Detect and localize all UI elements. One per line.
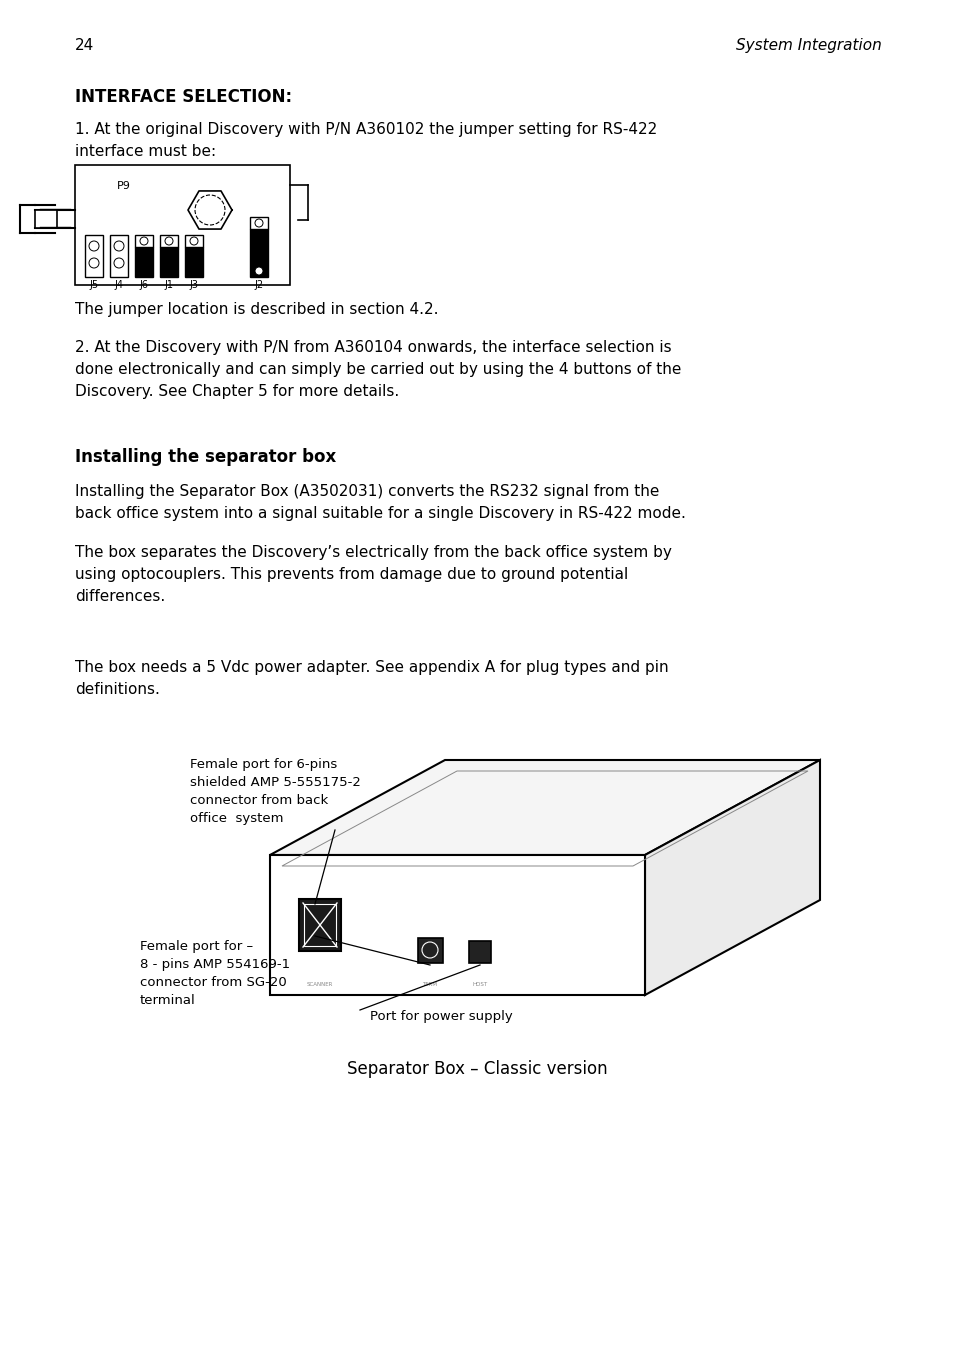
Circle shape	[113, 241, 124, 251]
Text: definitions.: definitions.	[75, 681, 160, 698]
Text: 2. At the Discovery with P/N from A360104 onwards, the interface selection is: 2. At the Discovery with P/N from A36010…	[75, 339, 671, 356]
Circle shape	[190, 237, 198, 245]
Text: The box separates the Discovery’s electrically from the back office system by: The box separates the Discovery’s electr…	[75, 545, 671, 560]
Text: The box needs a 5 Vdc power adapter. See appendix A for plug types and pin: The box needs a 5 Vdc power adapter. See…	[75, 660, 668, 675]
Text: Female port for 6-pins: Female port for 6-pins	[190, 758, 337, 771]
Text: J5: J5	[90, 280, 98, 289]
Bar	[160, 247, 178, 277]
Text: System Integration: System Integration	[736, 38, 882, 53]
Text: TERM: TERM	[422, 982, 437, 987]
Bar	[250, 218, 268, 228]
Text: The jumper location is described in section 4.2.: The jumper location is described in sect…	[75, 301, 438, 316]
Bar	[417, 938, 442, 963]
Bar	[469, 941, 491, 963]
Text: office  system: office system	[190, 813, 283, 825]
Bar	[135, 235, 152, 247]
Text: Separator Box – Classic version: Separator Box – Classic version	[346, 1060, 607, 1078]
Text: P9: P9	[117, 181, 131, 191]
Text: Port for power supply: Port for power supply	[370, 1010, 512, 1023]
Circle shape	[254, 219, 263, 227]
Bar	[185, 235, 203, 247]
Bar	[304, 904, 335, 946]
Polygon shape	[270, 760, 820, 854]
Text: SCANNER: SCANNER	[307, 982, 333, 987]
Text: differences.: differences.	[75, 589, 165, 604]
Circle shape	[89, 258, 99, 268]
Text: Discovery. See Chapter 5 for more details.: Discovery. See Chapter 5 for more detail…	[75, 384, 399, 399]
Text: back office system into a signal suitable for a single Discovery in RS-422 mode.: back office system into a signal suitabl…	[75, 506, 685, 521]
Circle shape	[165, 237, 172, 245]
Text: INTERFACE SELECTION:: INTERFACE SELECTION:	[75, 88, 292, 105]
Text: J1: J1	[164, 280, 173, 289]
Text: HOST: HOST	[472, 982, 487, 987]
Circle shape	[113, 258, 124, 268]
Bar	[160, 235, 178, 247]
Text: connector from SG-20: connector from SG-20	[140, 976, 287, 990]
Text: J2: J2	[254, 280, 263, 289]
Text: 1. At the original Discovery with P/N A360102 the jumper setting for RS-422: 1. At the original Discovery with P/N A3…	[75, 122, 657, 137]
Bar	[135, 247, 152, 277]
Text: J6: J6	[139, 280, 149, 289]
Text: shielded AMP 5-555175-2: shielded AMP 5-555175-2	[190, 776, 360, 790]
Circle shape	[140, 237, 148, 245]
Bar	[250, 228, 268, 277]
Circle shape	[254, 266, 263, 274]
Text: Installing the separator box: Installing the separator box	[75, 448, 335, 466]
Bar	[298, 899, 340, 950]
Text: J4: J4	[114, 280, 123, 289]
Bar	[185, 247, 203, 277]
Text: 24: 24	[75, 38, 94, 53]
Circle shape	[89, 241, 99, 251]
Bar	[35, 210, 57, 228]
Circle shape	[194, 195, 225, 224]
Bar	[110, 235, 128, 277]
Text: interface must be:: interface must be:	[75, 145, 216, 160]
Bar	[75, 165, 290, 285]
Text: using optocouplers. This prevents from damage due to ground potential: using optocouplers. This prevents from d…	[75, 566, 628, 581]
Text: Installing the Separator Box (A3502031) converts the RS232 signal from the: Installing the Separator Box (A3502031) …	[75, 484, 659, 499]
Text: connector from back: connector from back	[190, 794, 328, 807]
Bar	[85, 235, 103, 277]
Polygon shape	[270, 854, 644, 995]
Text: terminal: terminal	[140, 994, 195, 1007]
Text: J3: J3	[190, 280, 198, 289]
Text: done electronically and can simply be carried out by using the 4 buttons of the: done electronically and can simply be ca…	[75, 362, 680, 377]
Text: 8 - pins AMP 554169-1: 8 - pins AMP 554169-1	[140, 959, 290, 971]
Polygon shape	[644, 760, 820, 995]
Text: Female port for –: Female port for –	[140, 940, 253, 953]
